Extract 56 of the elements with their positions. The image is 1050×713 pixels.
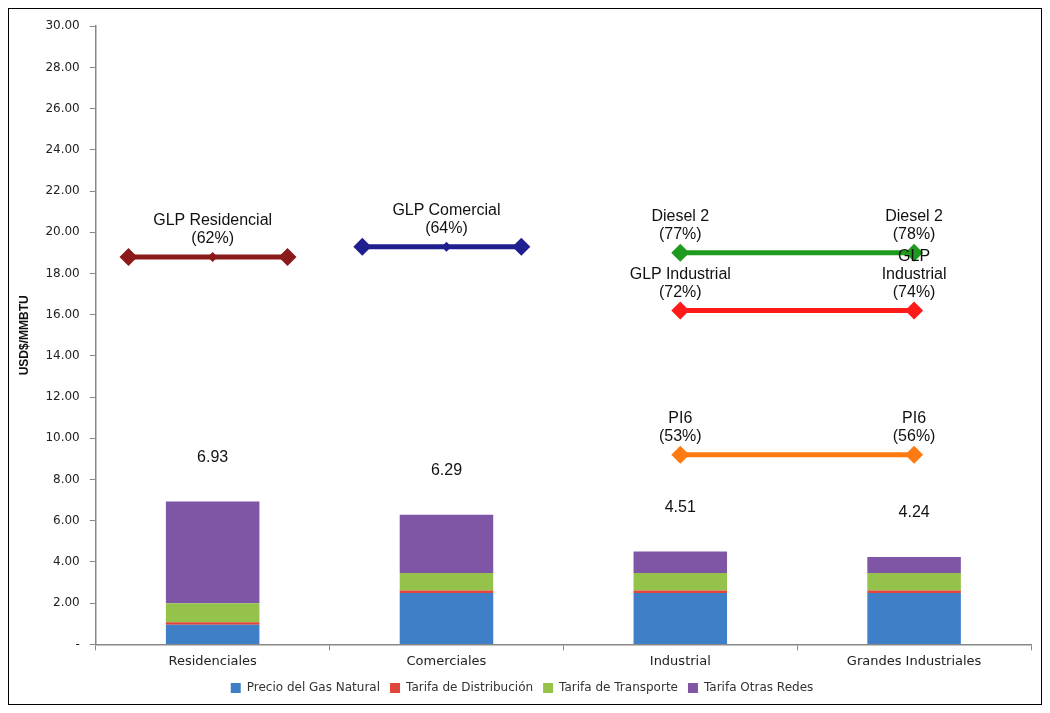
y-tick-label: 24.00 [45,141,80,156]
total-label: 4.24 [898,503,930,521]
y-tick-label: 26.00 [45,100,80,115]
legend-label: Tarifa de Distribución [405,680,534,695]
bar [165,501,260,604]
annotation: PI6 (56%) [892,409,936,445]
bar [165,624,260,644]
bar [165,603,260,623]
y-tick-label: 4.00 [53,554,80,569]
y-tick-label: 10.00 [45,430,80,445]
y-tick-label: 20.00 [45,224,80,239]
annotation: Diesel 2 (78%) [885,207,944,243]
total-label: 6.93 [197,448,229,465]
x-tick-label: Residenciales [168,652,258,668]
total-label: 6.29 [430,461,463,479]
y-tick-label: 16.00 [45,306,80,321]
x-tick-label: Industrial [649,652,711,668]
bar [867,572,961,591]
annotation: PI6 (53%) [658,409,702,445]
y-tick-label: 2.00 [53,595,80,610]
y-tick-label: 14.00 [45,348,80,363]
point [671,445,690,464]
point [905,301,924,320]
x-tick-label: Comerciales [406,652,487,668]
y-tick-label: 12.00 [45,389,80,404]
y-tick-label: - [75,636,80,651]
annotation: GLP Comercial (64%) [392,201,501,237]
bar [399,514,494,573]
bar [867,557,961,573]
annotation: GLP Industrial (72%) [629,264,731,300]
bar [633,551,728,573]
bar [399,592,494,644]
legend-label: Tarifa Otras Redes [702,680,814,695]
bar [399,572,494,591]
bar [867,590,961,593]
y-tick-label: 18.00 [45,265,80,280]
bar [867,592,961,644]
bar [399,590,494,593]
point [671,243,690,262]
total-label: 4.51 [664,497,696,515]
y-axis-title: USD$/MMBTU [16,295,31,376]
annotation: Diesel 2 (77%) [651,207,710,243]
bar [633,590,728,593]
x-tick-label: Grandes Industriales [846,652,982,668]
legend-label: Tarifa de Transporte [558,680,678,695]
point [905,445,924,464]
legend-label: Precio del Gas Natural [246,680,381,695]
bar [633,592,728,644]
y-tick-label: 30.00 [45,18,80,33]
y-tick-label: 8.00 [53,471,80,486]
y-tick-label: 6.00 [53,512,80,527]
y-tick-label: 28.00 [45,59,80,74]
annotation: GLP Residencial (62%) [153,211,273,247]
bar [165,622,260,625]
bar [633,572,728,591]
y-tick-label: 22.00 [45,183,80,198]
